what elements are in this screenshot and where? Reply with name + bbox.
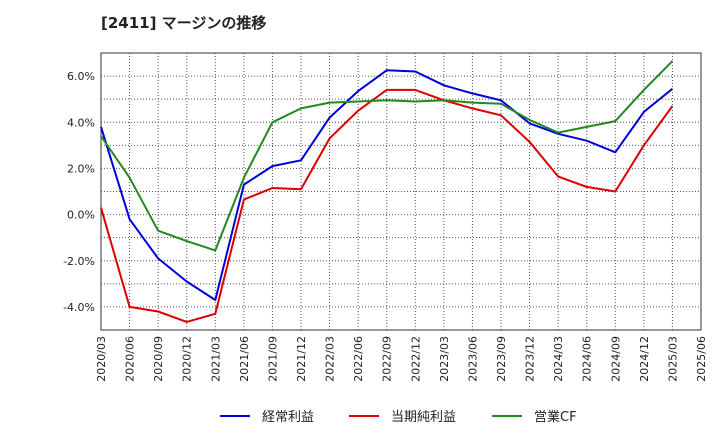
x-tick-label: 2023/06 [466,336,479,382]
y-tick-label: -4.0% [63,301,95,314]
legend-label-1: 経常利益 [262,410,314,425]
x-tick-label: 2023/09 [495,336,508,382]
x-tick-label: 2020/09 [152,336,165,382]
x-tick-label: 2021/09 [266,336,279,382]
x-tick-label: 2020/03 [95,336,108,382]
x-tick-label: 2022/09 [381,336,394,382]
x-tick-label: 2022/12 [409,336,422,382]
x-tick-label: 2025/03 [666,336,679,382]
series-line-2 [100,88,674,323]
series-line-1 [100,69,674,301]
y-tick-label: -2.0% [63,255,95,268]
x-tick-label: 2025/06 [695,336,708,382]
x-tick-label: 2021/06 [238,336,251,382]
y-tick-label: 4.0% [67,116,95,129]
x-tick-label: 2024/09 [609,336,622,382]
x-tick-label: 2024/12 [638,336,651,382]
x-tick-label: 2023/03 [438,336,451,382]
x-tick-label: 2021/12 [295,336,308,382]
x-tick-label: 2022/03 [324,336,337,382]
y-tick-label: 0.0% [67,209,95,222]
plot-frame [100,52,702,331]
legend-label-3: 営業CF [534,409,577,425]
legend: 経常利益 当期純利益 営業CF [220,409,577,425]
x-tick-label: 2023/12 [524,336,537,382]
y-tick-label: 2.0% [67,162,95,175]
y-tick-label: 6.0% [67,70,95,83]
series-line-3 [100,60,674,252]
x-tick-label: 2024/06 [581,336,594,382]
x-tick-label: 2021/03 [209,336,222,382]
x-tick-label: 2020/12 [181,336,194,382]
x-tick-label: 2022/06 [352,336,365,382]
x-tick-label: 2024/03 [552,336,565,382]
legend-label-2: 当期純利益 [391,410,456,425]
x-tick-label: 2020/06 [124,336,137,382]
chart-title: [2411] マージンの推移 [101,14,267,32]
